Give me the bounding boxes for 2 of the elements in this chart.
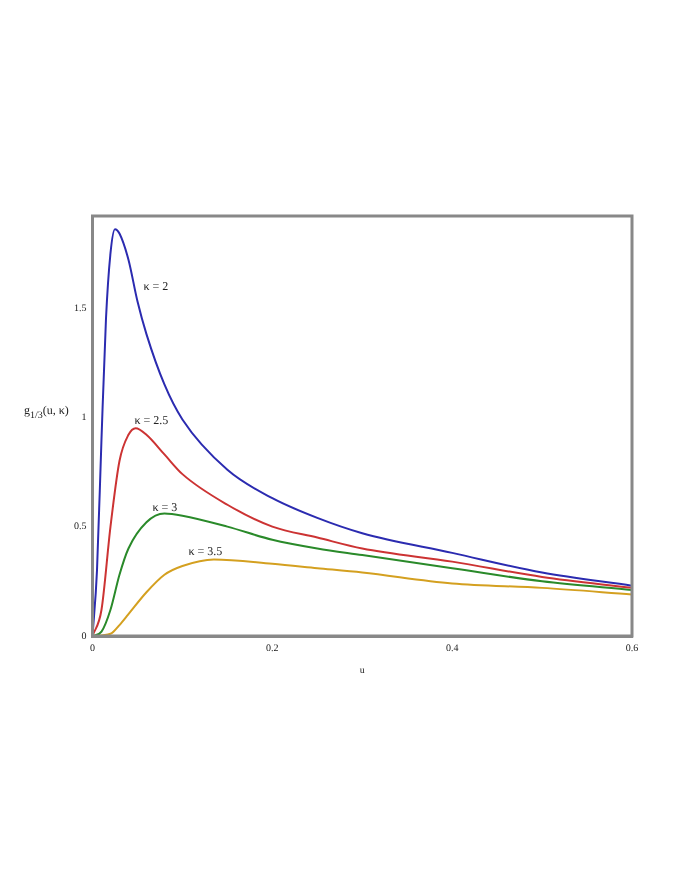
line-series	[92, 512, 632, 636]
line-series	[92, 427, 632, 636]
